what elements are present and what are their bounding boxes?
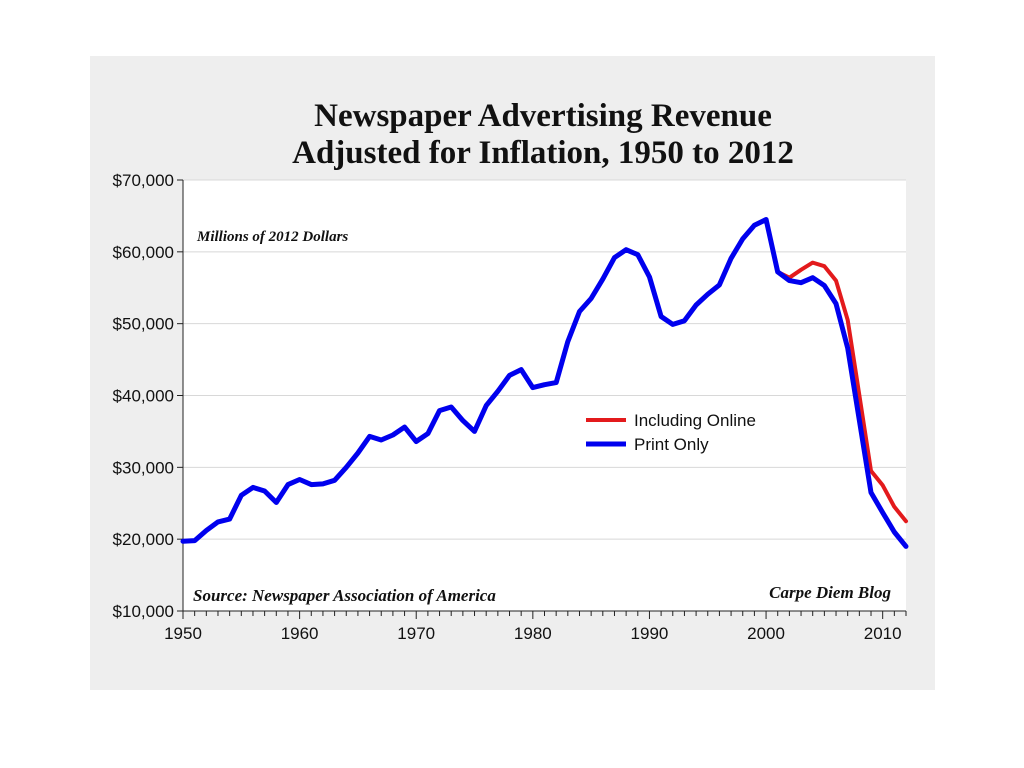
x-tick-label: 1950 bbox=[164, 624, 202, 643]
x-tick-label: 2010 bbox=[864, 624, 902, 643]
y-tick-label: $70,000 bbox=[113, 171, 174, 190]
credit-note: Carpe Diem Blog bbox=[769, 583, 891, 602]
y-tick-label: $40,000 bbox=[113, 387, 174, 406]
y-tick-label: $30,000 bbox=[113, 458, 174, 477]
legend-label-print-only: Print Only bbox=[634, 435, 709, 454]
y-tick-label: $20,000 bbox=[113, 530, 174, 549]
chart-panel: Newspaper Advertising Revenue Adjusted f… bbox=[90, 56, 935, 690]
units-note: Millions of 2012 Dollars bbox=[196, 229, 348, 245]
legend-label-including-online: Including Online bbox=[634, 411, 756, 430]
source-note: Source: Newspaper Association of America bbox=[193, 586, 496, 605]
y-tick-label: $60,000 bbox=[113, 243, 174, 262]
x-tick-label: 2000 bbox=[747, 624, 785, 643]
y-tick-label: $50,000 bbox=[113, 315, 174, 334]
chart-title-line-2: Adjusted for Inflation, 1950 to 2012 bbox=[292, 135, 794, 171]
x-axis-ticks: 1950 1960 1970 1980 1990 2000 2010 bbox=[164, 611, 907, 643]
x-tick-label: 1970 bbox=[397, 624, 435, 643]
series-line-print-only bbox=[180, 217, 909, 549]
gridlines bbox=[183, 179, 906, 540]
chart-title-line-1: Newspaper Advertising Revenue bbox=[314, 98, 772, 134]
line-chart: Newspaper Advertising Revenue Adjusted f… bbox=[113, 98, 909, 643]
y-tick-label: $10,000 bbox=[113, 602, 174, 621]
x-tick-label: 1960 bbox=[281, 624, 319, 643]
series-layer bbox=[180, 217, 909, 549]
legend: Including Online Print Only bbox=[586, 411, 756, 454]
x-tick-label: 1980 bbox=[514, 624, 552, 643]
y-axis-ticks: $10,000 $20,000 $30,000 $40,000 $50,000 $60,0… bbox=[113, 171, 183, 621]
x-tick-label: 1990 bbox=[631, 624, 669, 643]
